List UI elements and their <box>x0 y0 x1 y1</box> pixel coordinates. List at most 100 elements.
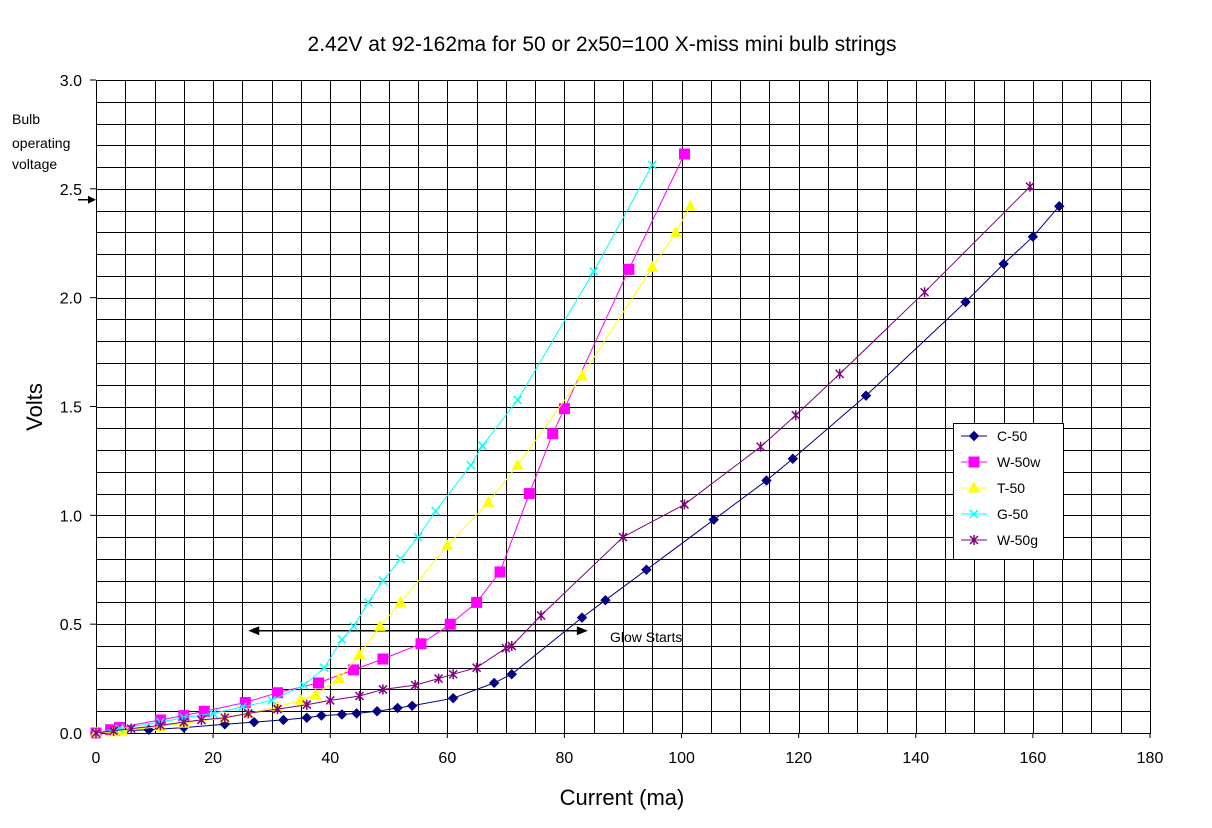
data-point-c-50 <box>406 700 418 711</box>
glow-starts-arrow-head-right <box>576 626 588 636</box>
x-tick-label: 120 <box>785 750 812 767</box>
y-tick-label: 2.0 <box>60 291 82 308</box>
data-point-c-50 <box>301 712 313 723</box>
bulb-voltage-label-line-2: operating <box>12 135 70 151</box>
series-layer <box>90 148 1065 739</box>
data-point-g-50 <box>319 663 329 673</box>
y-tick-label: 2.5 <box>60 182 82 199</box>
legend-label-g-50: G-50 <box>997 506 1028 522</box>
data-point-c-50 <box>488 677 500 689</box>
data-point-c-50 <box>447 692 459 704</box>
x-tick-label: 100 <box>668 750 695 767</box>
data-point-c-50 <box>248 716 260 728</box>
data-point-w-50g <box>109 725 119 736</box>
data-point-g-50 <box>267 695 277 705</box>
bulb-voltage-label-line-1: Bulb <box>12 111 40 127</box>
data-point-c-50 <box>392 702 403 714</box>
data-point-c-50 <box>371 706 383 717</box>
data-point-t-50 <box>333 672 345 684</box>
data-point-w-50g <box>618 532 628 543</box>
data-point-c-50 <box>351 708 362 719</box>
data-point-w-50g <box>835 368 845 379</box>
data-point-g-50 <box>114 724 124 734</box>
data-point-g-50 <box>299 680 309 690</box>
data-point-w-50g <box>536 610 546 621</box>
plot-border <box>96 80 1151 734</box>
legend-label-t-50: T-50 <box>997 480 1025 496</box>
legend-marker-g-50 <box>969 509 979 519</box>
x-tick-label: 80 <box>556 750 574 767</box>
data-point-c-50 <box>336 709 348 720</box>
data-point-c-50 <box>1027 231 1039 242</box>
data-point-w-50g <box>155 720 165 731</box>
legend: C-50 W-50w T-50 G-50 W-50g <box>953 423 1064 560</box>
legend-marker-c-50 <box>968 430 980 442</box>
legend-label-w-50g: W-50g <box>997 532 1038 548</box>
data-point-w-50g <box>302 699 312 710</box>
grid <box>96 80 1150 733</box>
data-point-g-50 <box>431 506 441 516</box>
data-point-g-50 <box>647 160 657 170</box>
data-point-g-50 <box>395 554 406 564</box>
series-c-50 <box>90 201 1065 739</box>
data-point-c-50 <box>641 564 652 575</box>
data-point-w-50g <box>179 717 189 728</box>
data-point-w-50w <box>348 664 360 676</box>
data-point-w-50g <box>434 673 444 684</box>
data-point-w-50g <box>196 714 206 725</box>
y-tick-label: 3.0 <box>60 73 82 90</box>
data-point-c-50 <box>708 514 719 525</box>
x-axis-title: Current (ma) <box>560 785 685 810</box>
data-point-c-50 <box>316 710 327 721</box>
y-axis-title: Volts <box>22 383 47 431</box>
data-point-w-50g <box>126 723 136 734</box>
data-point-w-50g <box>220 712 230 723</box>
data-point-w-50w <box>523 488 535 500</box>
data-point-w-50g <box>91 728 101 738</box>
y-tick-label: 0.5 <box>60 617 82 634</box>
data-point-w-50g <box>472 662 482 673</box>
data-point-c-50 <box>506 669 517 680</box>
data-point-w-50g <box>1025 181 1035 192</box>
data-point-w-50w <box>313 677 325 689</box>
data-point-g-50 <box>513 395 523 405</box>
bulb-voltage-arrow-head <box>88 195 96 204</box>
glow-starts-arrow-head-left <box>248 626 260 636</box>
data-point-w-50w <box>444 618 456 630</box>
data-point-t-50 <box>511 458 524 470</box>
y-tick-label: 0.0 <box>60 726 82 743</box>
data-point-g-50 <box>413 532 423 542</box>
data-point-w-50g <box>378 684 388 695</box>
data-point-t-50 <box>482 495 495 507</box>
data-point-g-50 <box>378 576 388 586</box>
axes <box>96 80 1151 734</box>
x-tick-label: 140 <box>902 750 929 767</box>
data-point-w-50g <box>501 643 511 654</box>
data-point-w-50g <box>791 410 801 421</box>
data-point-g-50 <box>363 597 373 607</box>
data-point-w-50w <box>471 596 483 608</box>
data-point-c-50 <box>1054 201 1065 212</box>
data-point-w-50g <box>272 704 283 715</box>
bulb-voltage-label-line-3: voltage <box>12 156 57 172</box>
data-point-c-50 <box>761 475 772 486</box>
data-point-t-50 <box>684 199 697 211</box>
data-point-w-50g <box>756 441 766 452</box>
legend-label-c-50: C-50 <box>997 428 1028 444</box>
y-tick-label: 1.5 <box>60 400 82 417</box>
series-w-50g <box>91 181 1035 738</box>
data-point-w-50w <box>623 263 635 275</box>
x-tick-label: 20 <box>204 750 222 767</box>
data-point-w-50g <box>410 680 420 691</box>
data-point-c-50 <box>600 595 611 606</box>
x-tick-label: 0 <box>92 750 101 767</box>
x-tick-label: 180 <box>1137 750 1164 767</box>
data-point-g-50 <box>477 441 487 451</box>
data-point-w-50g <box>679 499 690 510</box>
data-point-t-50 <box>374 619 386 631</box>
annotations: Bulb operating voltage Glow Starts <box>12 111 682 645</box>
x-tick-label: 160 <box>1020 750 1047 767</box>
data-point-c-50 <box>998 258 1009 270</box>
data-point-t-50 <box>669 225 682 237</box>
